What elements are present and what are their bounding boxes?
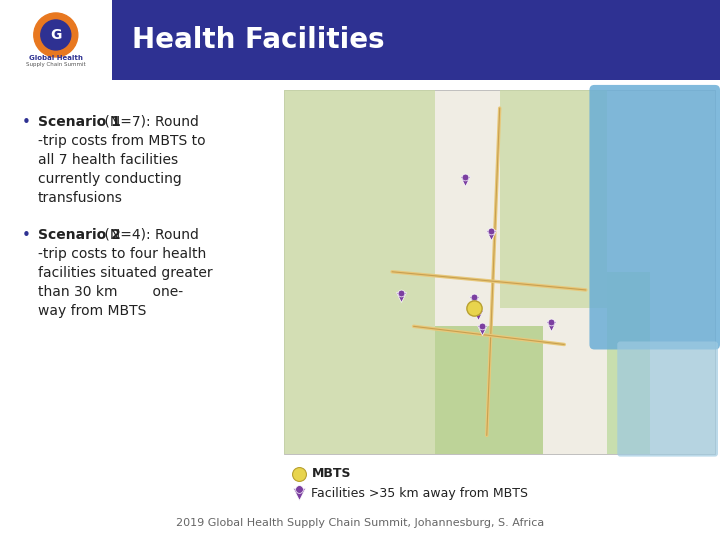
Circle shape: [34, 13, 78, 57]
FancyBboxPatch shape: [590, 85, 720, 349]
Text: (N=4): Round: (N=4): Round: [100, 228, 199, 242]
Text: Supply Chain Summit: Supply Chain Summit: [26, 63, 86, 68]
Bar: [0, 0, 112, 80]
Text: G: G: [50, 28, 61, 42]
Bar: [284, 90, 715, 454]
FancyBboxPatch shape: [617, 341, 718, 457]
Bar: [284, 90, 435, 454]
Text: than 30 km        one-: than 30 km one-: [38, 285, 183, 299]
Text: way from MBTS: way from MBTS: [38, 304, 146, 318]
Text: transfusions: transfusions: [38, 191, 123, 205]
Text: 2019 Global Health Supply Chain Summit, Johannesburg, S. Africa: 2019 Global Health Supply Chain Summit, …: [176, 518, 544, 528]
Text: •: •: [22, 115, 31, 130]
Text: Health Facilities: Health Facilities: [132, 26, 384, 54]
Text: Facilities >35 km away from MBTS: Facilities >35 km away from MBTS: [312, 487, 528, 500]
Bar: [608, 272, 650, 454]
Bar: [0, 0, 720, 80]
Text: -trip costs from MBTS to: -trip costs from MBTS to: [38, 134, 206, 148]
Text: Scenario 1: Scenario 1: [38, 115, 121, 129]
Text: •: •: [22, 228, 31, 243]
Text: facilities situated greater: facilities situated greater: [38, 266, 212, 280]
Text: Global Health: Global Health: [29, 55, 83, 61]
Text: MBTS: MBTS: [312, 467, 351, 480]
Text: all 7 health facilities: all 7 health facilities: [38, 153, 178, 167]
Text: currently conducting: currently conducting: [38, 172, 181, 186]
Text: -trip costs to four health: -trip costs to four health: [38, 247, 206, 261]
Circle shape: [41, 20, 71, 50]
Bar: [500, 90, 608, 308]
Bar: [435, 326, 543, 454]
Text: (N=7): Round: (N=7): Round: [100, 115, 199, 129]
Text: Scenario 2: Scenario 2: [38, 228, 121, 242]
